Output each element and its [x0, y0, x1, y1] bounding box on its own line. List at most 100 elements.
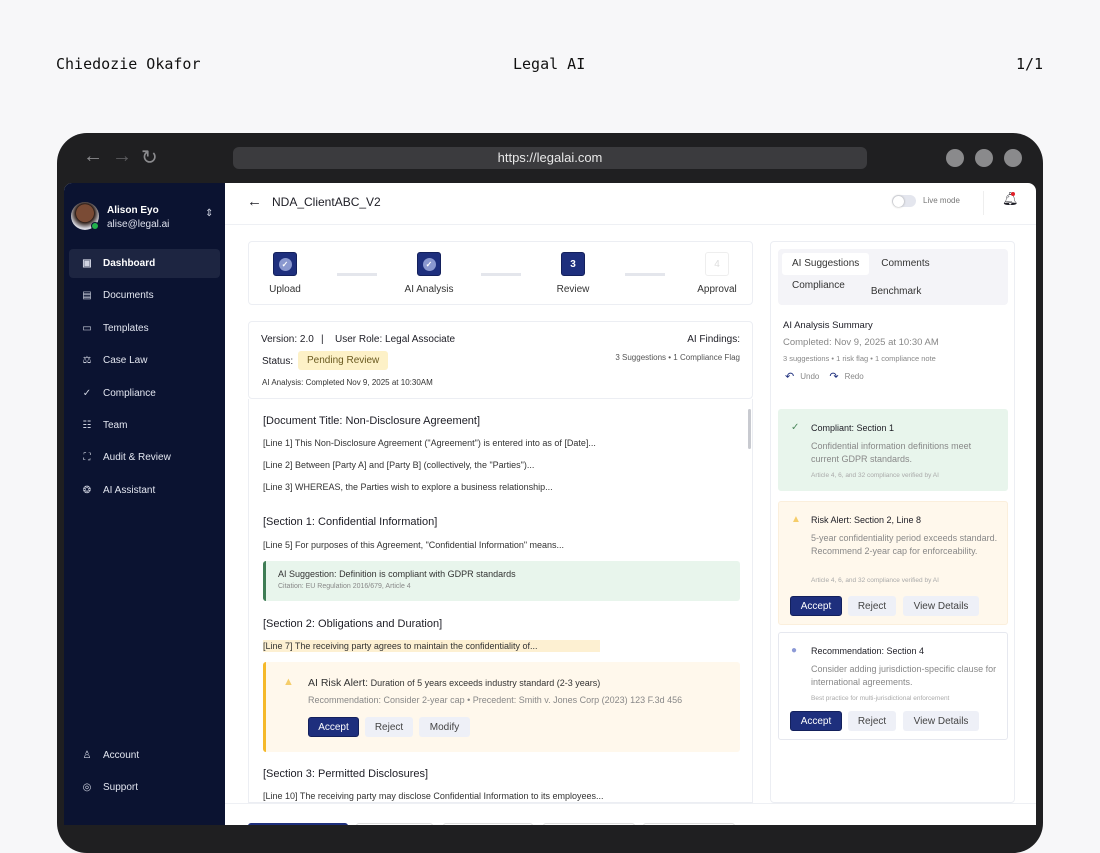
- findings-label: AI Findings:: [687, 334, 740, 345]
- user-email: alise@legal.ai: [107, 219, 170, 230]
- project-title: Legal AI: [513, 55, 586, 73]
- sidebar-item-audit-review[interactable]: ⛶ Audit & Review: [69, 443, 220, 472]
- sidebar-item-compliance[interactable]: ✓ Compliance: [69, 379, 220, 408]
- url-bar[interactable]: https://legalai.com: [233, 147, 867, 169]
- page-number: 1/1: [1016, 55, 1044, 73]
- view-details-button[interactable]: View Details: [903, 596, 979, 616]
- highlighted-line[interactable]: [Line 7] The receiving party agrees to m…: [263, 640, 600, 652]
- primary-action-button[interactable]: [248, 823, 348, 825]
- user-name: Alison Eyo: [107, 205, 159, 216]
- doc-line: [Line 5] For purposes of this Agreement,…: [263, 540, 565, 550]
- brain-icon: ❂: [82, 484, 92, 496]
- suggestion-citation: Citation: EU Regulation 2016/679, Articl…: [278, 583, 411, 590]
- doc-line: [Line 2] Between [Party A] and [Party B]…: [263, 460, 535, 470]
- reject-button[interactable]: Reject: [365, 717, 413, 737]
- step-label: AI Analysis: [404, 284, 454, 295]
- bell-icon[interactable]: 🔔︎: [1002, 191, 1019, 206]
- tab-benchmark[interactable]: Benchmark: [870, 286, 922, 297]
- card-title: Compliant: Section 1: [811, 423, 895, 433]
- check-icon: ✓: [422, 257, 436, 271]
- reject-button[interactable]: Reject: [848, 596, 896, 616]
- sidebar-item-templates[interactable]: ▭ Templates: [69, 314, 220, 343]
- step-connector: [481, 273, 521, 276]
- action-button[interactable]: [356, 823, 433, 825]
- version: Version: 2.0: [261, 334, 314, 345]
- undo-icon[interactable]: ↶: [785, 371, 795, 383]
- reload-icon[interactable]: ↻: [141, 147, 158, 169]
- tab-ai-suggestions[interactable]: AI Suggestions: [782, 253, 870, 275]
- accept-button[interactable]: Accept: [308, 717, 359, 737]
- redo-button[interactable]: Redo: [844, 372, 864, 381]
- section-heading: [Section 2: Obligations and Duration]: [263, 618, 443, 630]
- doc-line: [Line 3] WHEREAS, the Parties wish to ex…: [263, 482, 553, 492]
- warning-icon: ▲: [791, 514, 801, 525]
- redo-icon[interactable]: ↷: [829, 371, 839, 383]
- accept-button[interactable]: Accept: [790, 711, 842, 731]
- check-circle-icon: ✓: [791, 422, 800, 433]
- sidebar-item-ai-assistant[interactable]: ❂ AI Assistant: [69, 476, 220, 505]
- window-dot[interactable]: [1004, 149, 1022, 167]
- sidebar-item-case-law[interactable]: ⚖ Case Law: [69, 346, 220, 375]
- sidebar-item-dashboard[interactable]: ▣ Dashboard: [69, 249, 220, 278]
- step-label: Approval: [697, 284, 737, 295]
- card-title: Recommendation: Section 4: [811, 646, 925, 656]
- sidebar-item-team[interactable]: ☷ Team: [69, 411, 220, 440]
- view-details-button[interactable]: View Details: [903, 711, 979, 731]
- risk-label: AI Risk Alert:: [308, 677, 369, 689]
- dashboard-icon: ▣: [82, 258, 92, 269]
- forward-icon[interactable]: →: [112, 145, 132, 167]
- risk-card: ▲ Risk Alert: Section 2, Line 8 5-year c…: [778, 501, 1008, 625]
- check-circle-icon: ✓: [82, 387, 92, 399]
- check-icon: ✓: [278, 257, 292, 271]
- sidebar-item-documents[interactable]: ▤ Documents: [69, 281, 220, 310]
- sidebar-item-label: Account: [103, 750, 140, 761]
- tab-compliance[interactable]: Compliance: [792, 280, 845, 291]
- action-button[interactable]: [643, 823, 735, 825]
- app-screen: Alison Eyo alise@legal.ai ⇕ ▣ Dashboard ▤ D…: [64, 183, 1036, 825]
- sidebar-item-label: Team: [103, 420, 128, 431]
- step-1[interactable]: ✓: [273, 252, 297, 276]
- card-note: Article 4, 6, and 32 compliance verified…: [811, 472, 939, 479]
- account-switch-icon[interactable]: ⇕: [205, 208, 214, 219]
- suggestion-text: Definition is compliant with GDPR standa…: [339, 569, 516, 579]
- back-arrow-icon[interactable]: ←: [247, 193, 262, 210]
- card-note: Article 4, 6, and 32 compliance verified…: [811, 577, 939, 584]
- window-dot[interactable]: [946, 149, 964, 167]
- tab-comments[interactable]: Comments: [881, 258, 930, 269]
- step-3[interactable]: 3: [561, 252, 585, 276]
- live-mode-toggle[interactable]: [892, 195, 916, 207]
- step-connector: [625, 273, 665, 276]
- accept-button[interactable]: Accept: [790, 596, 842, 616]
- scale-icon: ⚖: [82, 355, 92, 367]
- modify-button[interactable]: Modify: [419, 717, 470, 737]
- author-label: Chiedozie Okafor: [56, 55, 201, 73]
- sidebar-item-support[interactable]: ◎ Support: [69, 773, 220, 802]
- scrollbar[interactable]: [748, 409, 751, 449]
- document-viewer: [Document Title: Non-Disclosure Agreemen…: [248, 399, 753, 803]
- live-mode-label: Live mode: [923, 196, 960, 205]
- document-title: NDA_ClientABC_V2: [272, 195, 381, 209]
- audit-icon: ⛶: [83, 452, 91, 464]
- panel-tabs: AI Suggestions Comments Compliance Benchmar…: [778, 249, 1008, 305]
- ai-risk-alert-box: ▲ AI Risk Alert: Duration of 5 years exc…: [263, 662, 740, 752]
- sidebar-item-account[interactable]: ♙ Account: [69, 741, 220, 770]
- support-icon: ◎: [82, 782, 92, 794]
- action-button[interactable]: [443, 823, 533, 825]
- step-4[interactable]: 4: [705, 252, 729, 276]
- step-number: 4: [714, 258, 720, 270]
- doc-line: [Line 10] The receiving party may disclo…: [263, 791, 604, 801]
- status-badge: Pending Review: [298, 351, 389, 370]
- action-button[interactable]: [543, 823, 635, 825]
- undo-button[interactable]: Undo: [800, 372, 820, 381]
- section-heading: [Section 3: Permitted Disclosures]: [263, 768, 429, 780]
- doc-line: [Line 1] This Non-Disclosure Agreement (…: [263, 438, 596, 448]
- ai-suggestion-box: AI Suggestion: Definition is compliant w…: [263, 561, 740, 601]
- divider: [983, 191, 984, 215]
- card-body: 5-year confidentiality period exceeds st…: [811, 533, 998, 556]
- document-info: Version: 2.0 | User Role: Legal Associat…: [248, 321, 753, 399]
- back-icon[interactable]: ←: [83, 145, 103, 167]
- step-2[interactable]: ✓: [417, 252, 441, 276]
- reject-button[interactable]: Reject: [848, 711, 896, 731]
- window-dot[interactable]: [975, 149, 993, 167]
- risk-recommendation: Recommendation: Consider 2-year cap • Pr…: [308, 695, 683, 705]
